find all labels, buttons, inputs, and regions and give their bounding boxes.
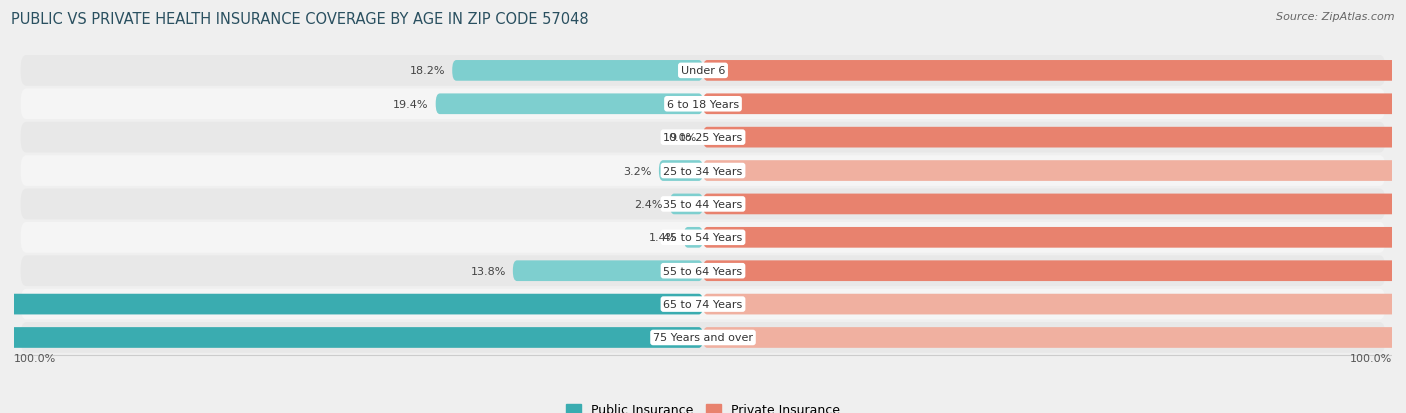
Text: 2.4%: 2.4% [634,199,664,209]
Text: 18.2%: 18.2% [409,66,446,76]
FancyBboxPatch shape [703,228,1406,248]
Text: 19 to 25 Years: 19 to 25 Years [664,133,742,143]
FancyBboxPatch shape [436,94,703,115]
Text: 75 Years and over: 75 Years and over [652,333,754,343]
Text: 45 to 54 Years: 45 to 54 Years [664,233,742,243]
FancyBboxPatch shape [21,256,1385,286]
Text: 0.0%: 0.0% [668,133,696,143]
FancyBboxPatch shape [21,322,1385,353]
FancyBboxPatch shape [21,156,1385,186]
Text: Under 6: Under 6 [681,66,725,76]
FancyBboxPatch shape [703,294,1406,315]
Text: 13.8%: 13.8% [471,266,506,276]
FancyBboxPatch shape [21,123,1385,153]
Text: PUBLIC VS PRIVATE HEALTH INSURANCE COVERAGE BY AGE IN ZIP CODE 57048: PUBLIC VS PRIVATE HEALTH INSURANCE COVER… [11,12,589,27]
Text: 100.0%: 100.0% [1350,353,1392,363]
Text: 55 to 64 Years: 55 to 64 Years [664,266,742,276]
FancyBboxPatch shape [703,128,1406,148]
FancyBboxPatch shape [453,61,703,81]
FancyBboxPatch shape [21,223,1385,253]
FancyBboxPatch shape [21,89,1385,120]
FancyBboxPatch shape [21,56,1385,87]
FancyBboxPatch shape [513,261,703,281]
FancyBboxPatch shape [659,161,703,181]
Text: 35 to 44 Years: 35 to 44 Years [664,199,742,209]
Text: 65 to 74 Years: 65 to 74 Years [664,299,742,309]
Text: 6 to 18 Years: 6 to 18 Years [666,100,740,109]
FancyBboxPatch shape [703,94,1406,115]
FancyBboxPatch shape [703,328,1406,348]
FancyBboxPatch shape [669,194,703,215]
Text: 19.4%: 19.4% [394,100,429,109]
Legend: Public Insurance, Private Insurance: Public Insurance, Private Insurance [561,398,845,413]
FancyBboxPatch shape [683,228,703,248]
FancyBboxPatch shape [703,261,1406,281]
FancyBboxPatch shape [0,328,703,348]
FancyBboxPatch shape [703,161,1406,181]
FancyBboxPatch shape [21,189,1385,220]
Text: 1.4%: 1.4% [648,233,676,243]
Text: 100.0%: 100.0% [14,353,56,363]
Text: 25 to 34 Years: 25 to 34 Years [664,166,742,176]
FancyBboxPatch shape [703,194,1406,215]
Text: Source: ZipAtlas.com: Source: ZipAtlas.com [1277,12,1395,22]
FancyBboxPatch shape [0,294,703,315]
FancyBboxPatch shape [21,289,1385,320]
Text: 3.2%: 3.2% [624,166,652,176]
FancyBboxPatch shape [703,61,1406,81]
